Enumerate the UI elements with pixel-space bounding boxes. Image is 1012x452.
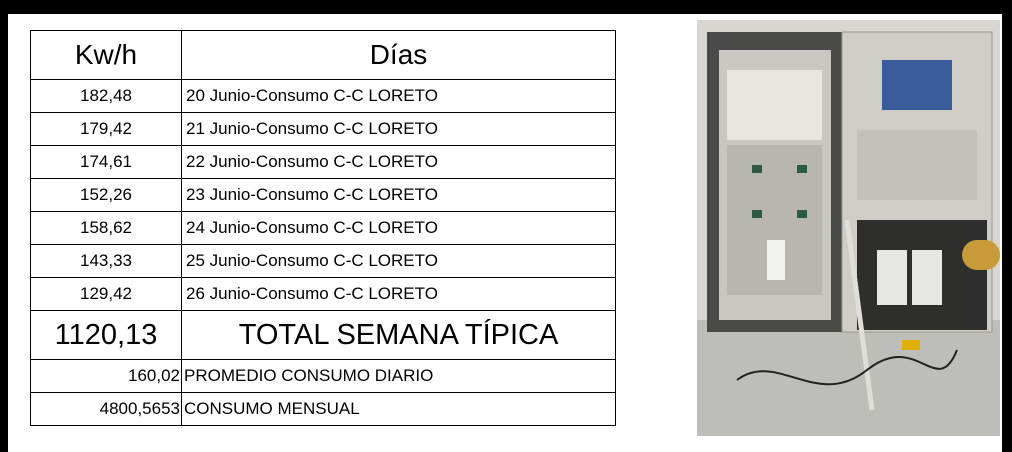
label-cell: TOTAL SEMANA TÍPICA xyxy=(181,310,616,360)
row-row: 174,61 22 Junio-Consumo C-C LORETO xyxy=(30,145,616,179)
sum-row: 4800,5653 CONSUMO MENSUAL xyxy=(30,392,616,426)
header-cell: Días xyxy=(181,30,616,80)
header-cell: Kw/h xyxy=(30,30,182,80)
total-row: 1120,13 TOTAL SEMANA TÍPICA xyxy=(30,310,616,360)
label-cell: 26 Junio-Consumo C-C LORETO xyxy=(181,277,616,311)
row-row: 182,48 20 Junio-Consumo C-C LORETO xyxy=(30,79,616,113)
kwh-cell: 129,42 xyxy=(30,277,182,311)
kwh-cell: 152,26 xyxy=(30,178,182,212)
label-cell: 23 Junio-Consumo C-C LORETO xyxy=(181,178,616,212)
sum-row: 160,02 PROMEDIO CONSUMO DIARIO xyxy=(30,359,616,393)
label-cell: 22 Junio-Consumo C-C LORETO xyxy=(181,145,616,179)
row-row: 143,33 25 Junio-Consumo C-C LORETO xyxy=(30,244,616,278)
table-body: Kw/h Días 182,48 20 Junio-Consumo C-C LOR… xyxy=(30,30,616,426)
label-cell: CONSUMO MENSUAL xyxy=(181,392,616,426)
label-cell: 21 Junio-Consumo C-C LORETO xyxy=(181,112,616,146)
label-cell: 25 Junio-Consumo C-C LORETO xyxy=(181,244,616,278)
kwh-cell: 143,33 xyxy=(30,244,182,278)
consumption-table: Kw/h Días 182,48 20 Junio-Consumo C-C LOR… xyxy=(30,30,616,426)
kwh-cell: 174,61 xyxy=(30,145,182,179)
header-row: Kw/h Días xyxy=(30,30,616,80)
kwh-cell: 160,02 xyxy=(30,359,182,393)
row-row: 158,62 24 Junio-Consumo C-C LORETO xyxy=(30,211,616,245)
row-row: 129,42 26 Junio-Consumo C-C LORETO xyxy=(30,277,616,311)
label-cell: 24 Junio-Consumo C-C LORETO xyxy=(181,211,616,245)
kwh-cell: 1120,13 xyxy=(30,310,182,360)
row-row: 152,26 23 Junio-Consumo C-C LORETO xyxy=(30,178,616,212)
kwh-cell: 4800,5653 xyxy=(30,392,182,426)
row-row: 179,42 21 Junio-Consumo C-C LORETO xyxy=(30,112,616,146)
kwh-cell: 158,62 xyxy=(30,211,182,245)
kwh-cell: 182,48 xyxy=(30,79,182,113)
label-cell: PROMEDIO CONSUMO DIARIO xyxy=(181,359,616,393)
kwh-cell: 179,42 xyxy=(30,112,182,146)
label-cell: 20 Junio-Consumo C-C LORETO xyxy=(181,79,616,113)
cabinet-photo xyxy=(697,20,1000,436)
